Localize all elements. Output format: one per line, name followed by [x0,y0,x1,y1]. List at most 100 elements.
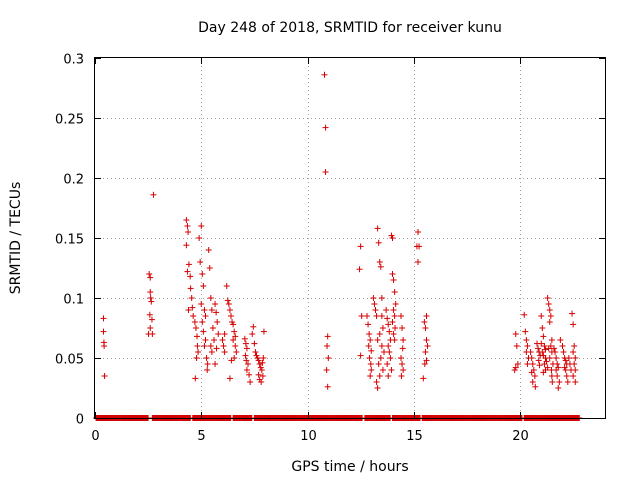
data-point [147,325,154,331]
data-point [572,355,579,361]
data-point [389,319,396,325]
data-point [183,217,190,223]
data-point [389,271,396,277]
data-point [368,367,375,373]
data-point [569,310,576,317]
data-point [554,373,561,379]
data-point [366,355,373,361]
data-point [321,71,328,78]
data-point [546,319,553,325]
data-point [225,301,232,307]
data-point [209,325,216,331]
y-tick-label: 0.2 [63,173,84,188]
data-point [540,333,547,340]
data-point [531,373,538,379]
data-point [228,313,234,319]
data-point [184,268,191,275]
data-point [322,124,329,131]
data-point [185,229,192,235]
data-point [194,343,201,349]
data-point [258,379,265,385]
data-point [199,319,206,325]
data-point [398,313,404,319]
data-point [511,367,518,373]
data-point [198,223,205,229]
data-point [201,307,208,313]
data-point [384,361,391,367]
data-point [423,357,430,364]
data-point [544,295,551,301]
data-point [378,343,385,349]
data-point [564,379,571,385]
data-point [552,349,559,355]
data-point [376,259,383,265]
data-point [185,261,192,268]
data-point [219,337,226,343]
data-point [255,371,262,378]
data-point [565,355,572,361]
data-point [101,373,108,379]
data-point [548,337,555,343]
data-point [512,331,519,337]
data-point [193,355,200,361]
data-point [376,331,383,337]
data-point [529,361,536,367]
data-point [190,313,197,319]
data-point [204,367,211,373]
data-point [150,191,157,198]
data-point [184,223,191,229]
data-point [399,345,406,352]
data-point [149,331,156,337]
data-point [554,361,561,367]
data-point [221,349,228,355]
data-point [192,375,199,382]
data-point [540,369,547,376]
data-point [192,325,199,331]
data-point [375,239,382,246]
data-point [392,325,399,331]
data-point [374,337,381,343]
data-point [101,343,108,349]
data-point [548,373,555,379]
data-point [147,274,154,281]
data-point [367,337,374,343]
data-point [230,337,237,343]
data-point [423,337,430,343]
data-point [146,271,153,277]
x-tick-label: 10 [300,429,317,444]
data-point [388,367,395,373]
data-point [546,355,553,361]
data-point [364,313,370,319]
data-point [226,307,233,313]
data-point [373,313,380,319]
data-point [259,359,266,366]
data-point [539,325,546,331]
data-point [535,357,542,364]
data-point [390,307,397,313]
data-point [381,349,387,355]
data-point [147,289,154,295]
data-point [422,325,429,331]
data-point [553,355,560,361]
data-point [421,361,428,367]
data-point [245,361,251,367]
data-point [535,345,542,352]
data-point [255,357,262,364]
data-point [398,373,405,379]
data-point [392,301,399,307]
data-point [423,313,430,319]
data-point [378,313,385,319]
data-point [528,369,535,376]
grid-lines [95,58,605,418]
data-point [386,349,393,355]
axis-ticks [95,58,605,419]
data-point [214,319,221,325]
data-point [228,357,235,364]
data-point [200,328,207,335]
data-point [389,235,396,241]
data-point [387,355,394,361]
data-point [542,346,549,353]
data-point [207,343,214,349]
data-point [368,347,375,354]
